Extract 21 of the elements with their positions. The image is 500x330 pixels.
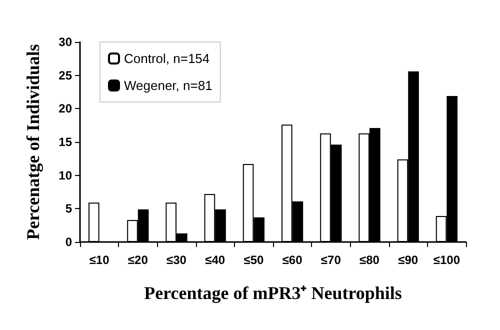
x-tick-label: ≤100 bbox=[433, 253, 460, 267]
x-tick-label: ≤50 bbox=[244, 253, 264, 267]
x-tick-label: ≤40 bbox=[205, 253, 226, 267]
x-tick-label: ≤80 bbox=[360, 253, 380, 267]
y-tick-label: 25 bbox=[58, 68, 72, 82]
y-tick-label: 10 bbox=[58, 168, 72, 182]
y-tick-label: 0 bbox=[65, 235, 72, 249]
x-tick-label: ≤30 bbox=[166, 253, 187, 267]
y-tick-label: 20 bbox=[58, 102, 72, 116]
legend-label: Wegener, n=81 bbox=[124, 78, 212, 93]
y-tick-label: 5 bbox=[65, 202, 72, 216]
y-axis-title: Percenatge of Individuals bbox=[23, 44, 43, 240]
x-tick-label: ≤70 bbox=[320, 253, 342, 267]
x-axis-title: Percentage of mPR3⁺ Neutrophils bbox=[144, 283, 402, 303]
y-tick-label: 15 bbox=[58, 135, 72, 149]
legend-label: Control, n=154 bbox=[124, 51, 210, 66]
x-tick-label: ≤90 bbox=[398, 253, 418, 267]
x-tick-label: ≤60 bbox=[282, 253, 303, 267]
y-tick-label: 30 bbox=[58, 35, 72, 49]
x-tick-label: ≤20 bbox=[128, 253, 148, 267]
x-tick-label: ≤10 bbox=[89, 253, 110, 267]
